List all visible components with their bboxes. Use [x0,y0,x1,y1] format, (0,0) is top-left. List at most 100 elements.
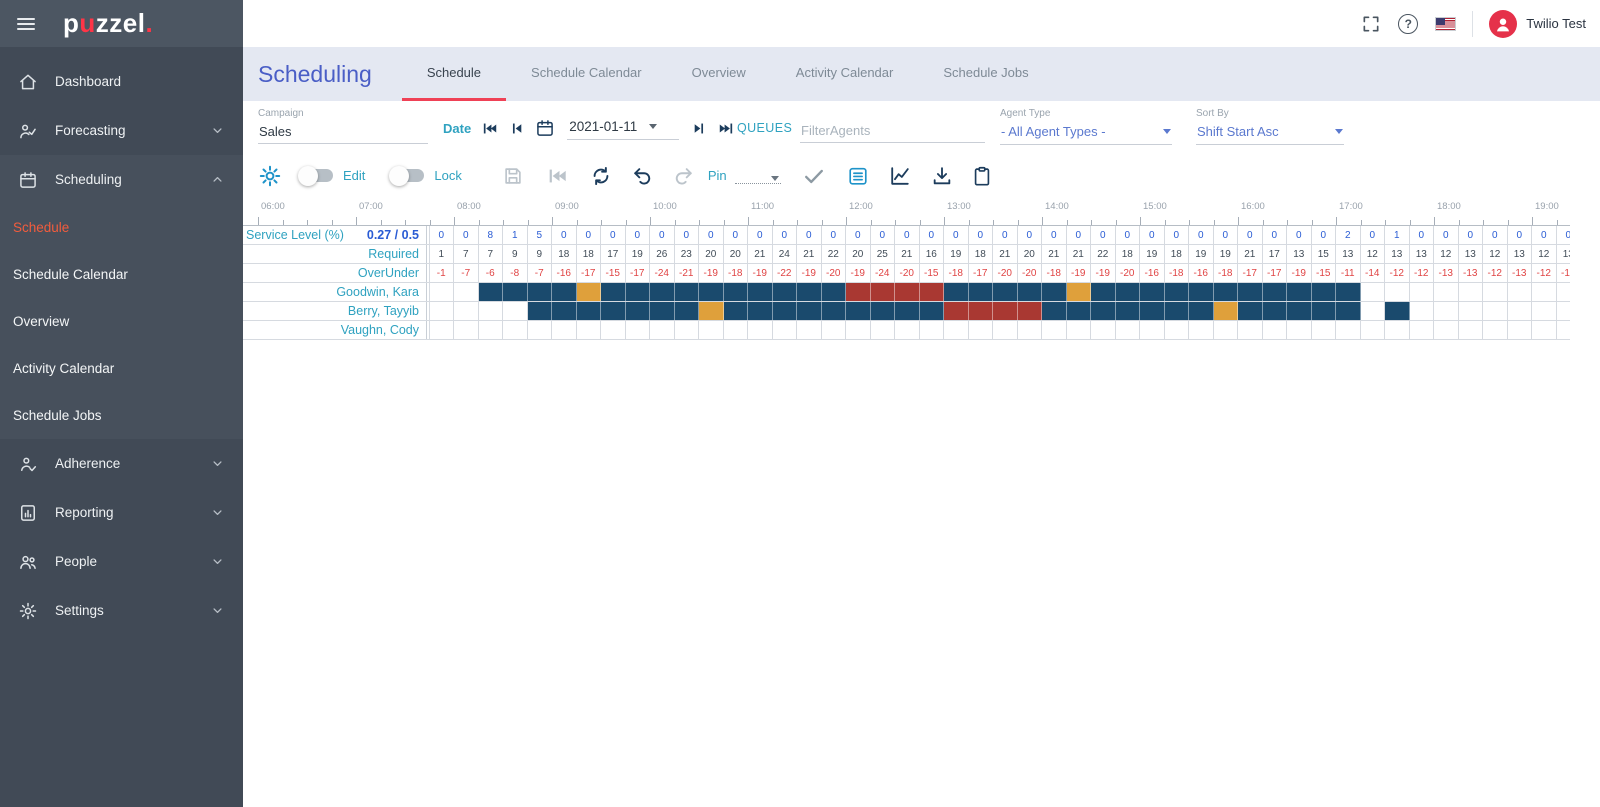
list-view-button[interactable] [847,165,869,187]
schedule-cell-empty[interactable] [1410,283,1434,301]
schedule-cell-work[interactable] [552,283,577,301]
schedule-cell-work[interactable] [1262,302,1287,320]
tab-activity-calendar[interactable]: Activity Calendar [795,65,894,80]
sort-by-select[interactable]: Shift Start Asc [1196,122,1344,145]
schedule-cell-empty[interactable] [1508,302,1532,320]
download-button[interactable] [931,165,953,187]
schedule-cell-empty[interactable] [1459,321,1483,339]
schedule-cell-work[interactable] [1213,283,1238,301]
sidebar-subitem-schedule-jobs[interactable]: Schedule Jobs [13,408,102,423]
schedule-cell-empty[interactable] [1459,283,1483,301]
schedule-cell-empty[interactable] [454,321,479,339]
tab-schedule-jobs[interactable]: Schedule Jobs [943,65,1029,80]
schedule-cell-empty[interactable] [1557,302,1571,320]
schedule-cell-lunch[interactable] [993,302,1018,320]
user-avatar[interactable] [1489,9,1518,38]
schedule-cell-work[interactable] [895,302,920,320]
schedule-cell-work[interactable] [1164,283,1189,301]
schedule-cell-empty[interactable] [1434,321,1459,339]
schedule-cell-work[interactable] [1066,302,1091,320]
schedule-cell-work[interactable] [576,302,601,320]
undo-button[interactable] [632,165,654,187]
schedule-cell-empty[interactable] [1336,321,1361,339]
save-button[interactable] [502,165,524,187]
schedule-cell-empty[interactable] [528,321,552,339]
schedule-cell-empty[interactable] [454,283,479,301]
schedule-cell-work[interactable] [1311,302,1336,320]
schedule-cell-work[interactable] [748,302,773,320]
schedule-cell-empty[interactable] [895,321,920,339]
schedule-cell-work[interactable] [650,302,675,320]
tab-schedule[interactable]: Schedule [401,47,507,101]
schedule-cell-work[interactable] [846,302,871,320]
date-first-button[interactable] [481,120,498,137]
schedule-cell-empty[interactable] [430,321,454,339]
schedule-cell-empty[interactable] [724,321,748,339]
schedule-cell-work[interactable] [625,302,650,320]
schedule-cell-empty[interactable] [1042,321,1067,339]
schedule-cell-work[interactable] [993,283,1018,301]
schedule-cell-work[interactable] [772,302,797,320]
schedule-cell-work[interactable] [552,302,577,320]
schedule-cell-work[interactable] [527,283,552,301]
schedule-cell-empty[interactable] [1361,321,1385,339]
sidebar-item-scheduling[interactable]: Scheduling [0,155,243,204]
schedule-cell-empty[interactable] [699,321,724,339]
schedule-cell-break[interactable] [1213,302,1238,320]
schedule-cell-empty[interactable] [1557,283,1571,301]
schedule-cell-empty[interactable] [430,283,454,301]
schedule-cell-empty[interactable] [1287,321,1312,339]
schedule-cell-work[interactable] [1262,283,1287,301]
sidebar-subitem-activity-calendar[interactable]: Activity Calendar [13,361,115,376]
calendar-icon[interactable] [535,118,555,138]
schedule-cell-empty[interactable] [1238,321,1263,339]
schedule-cell-work[interactable] [1140,283,1165,301]
date-last-button[interactable] [718,120,735,137]
rollback-button[interactable] [546,165,568,187]
edit-toggle[interactable] [298,165,333,186]
schedule-cell-empty[interactable] [1532,321,1557,339]
schedule-cell-empty[interactable] [1434,302,1459,320]
schedule-cell-work[interactable] [1042,283,1067,301]
schedule-cell-work[interactable] [674,302,699,320]
schedule-cell-break[interactable] [699,302,724,320]
language-flag-icon[interactable] [1435,16,1457,31]
schedule-cell-work[interactable] [478,283,503,301]
schedule-cell-empty[interactable] [479,321,503,339]
schedule-cell-work[interactable] [797,302,822,320]
schedule-cell-empty[interactable] [748,321,773,339]
schedule-cell-empty[interactable] [1459,302,1483,320]
sidebar-subitem-overview[interactable]: Overview [13,314,70,329]
schedule-cell-work[interactable] [1164,302,1189,320]
tab-overview[interactable]: Overview [691,65,746,80]
schedule-cell-empty[interactable] [552,321,577,339]
schedule-cell-break[interactable] [1066,283,1091,301]
schedule-cell-empty[interactable] [1361,283,1385,301]
schedule-cell-empty[interactable] [846,321,871,339]
schedule-cell-empty[interactable] [1410,302,1434,320]
schedule-cell-work[interactable] [1336,302,1361,320]
schedule-cell-work[interactable] [1115,283,1140,301]
schedule-cell-work[interactable] [919,302,944,320]
schedule-cell-lunch[interactable] [968,302,993,320]
schedule-cell-work[interactable] [1042,302,1067,320]
schedule-cell-empty[interactable] [479,302,503,320]
schedule-cell-work[interactable] [1287,302,1312,320]
schedule-cell-lunch[interactable] [895,283,920,301]
sidebar-item-forecasting[interactable]: Forecasting [0,106,243,155]
sidebar-item-adherence[interactable]: Adherence [0,439,243,488]
schedule-cell-empty[interactable] [1091,321,1116,339]
schedule-cell-empty[interactable] [503,302,528,320]
schedule-cell-empty[interactable] [577,321,601,339]
schedule-cell-empty[interactable] [1410,321,1434,339]
schedule-cell-work[interactable] [870,302,895,320]
schedule-cell-work[interactable] [625,283,650,301]
queues-button[interactable]: QUEUES [737,121,793,135]
schedule-cell-empty[interactable] [626,321,650,339]
schedule-cell-work[interactable] [1238,302,1263,320]
schedule-cell-empty[interactable] [650,321,675,339]
date-next-button[interactable] [691,120,708,137]
schedule-cell-empty[interactable] [1508,321,1532,339]
schedule-cell-empty[interactable] [1532,302,1557,320]
schedule-cell-empty[interactable] [1067,321,1091,339]
